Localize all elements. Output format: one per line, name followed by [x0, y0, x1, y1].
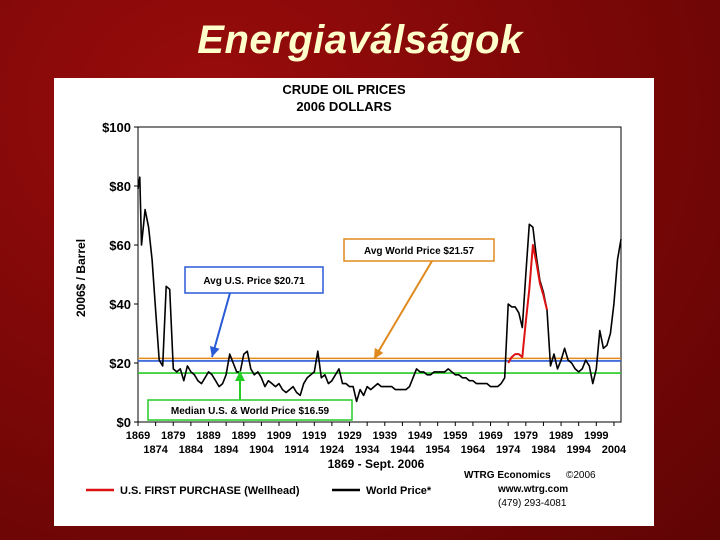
x-tick-label: 1994 — [566, 444, 591, 456]
x-tick-label: 1929 — [337, 430, 361, 442]
x-tick-label: 1884 — [179, 444, 204, 456]
x-tick-label: 1904 — [249, 444, 274, 456]
chart-title: CRUDE OIL PRICES — [282, 82, 406, 97]
x-tick-label: 1919 — [302, 430, 326, 442]
source-copyright: ©2006 — [566, 470, 596, 481]
source-name: WTRG Economics — [464, 470, 551, 481]
chart-subtitle: 2006 DOLLARS — [296, 99, 392, 114]
x-tick-label: 1959 — [443, 430, 467, 442]
x-tick-label: 1984 — [531, 444, 556, 456]
legend-label: World Price* — [366, 485, 432, 497]
y-tick-label: $80 — [109, 179, 131, 194]
y-tick-label: $20 — [109, 356, 131, 371]
y-tick-label: $60 — [109, 238, 131, 253]
y-tick-label: $40 — [109, 297, 131, 312]
annotation-label: Avg World Price $21.57 — [364, 246, 474, 257]
annotation-box — [184, 266, 324, 294]
plot-area: $0 $20 $40 $60 $80 $100 1869 1879 1889 1899 1909 19… — [102, 120, 627, 456]
x-tick-label: 1879 — [161, 430, 185, 442]
y-tick-label: $100 — [102, 120, 131, 135]
annotation-arrow-line — [211, 292, 231, 358]
x-tick-label: 1939 — [373, 430, 397, 442]
oil-price-chart: CRUDE OIL PRICES 2006 DOLLARS 2006$ / Ba… — [74, 82, 627, 509]
x-tick-label: 1979 — [514, 430, 538, 442]
annotation-arrow-head — [374, 347, 384, 359]
x-tick-label: 1924 — [320, 444, 345, 456]
x-tick-label: 1969 — [478, 430, 502, 442]
x-tick-label: 1954 — [425, 444, 450, 456]
x-tick-label: 1914 — [284, 444, 309, 456]
x-tick-label: 1894 — [214, 444, 239, 456]
annotation-label: Avg U.S. Price $20.71 — [203, 276, 305, 287]
source-website: www.wtrg.com — [497, 484, 568, 495]
x-axis-label: 1869 - Sept. 2006 — [328, 457, 425, 471]
x-tick-label: 1869 — [126, 430, 150, 442]
x-tick-label: 1934 — [355, 444, 380, 456]
x-tick-label: 2004 — [602, 444, 627, 456]
annotation-label: Median U.S. & World Price $16.59 — [171, 406, 330, 417]
annotation-arrow-head — [209, 346, 220, 357]
chart-frame: CRUDE OIL PRICES 2006 DOLLARS 2006$ / Ba… — [54, 78, 654, 526]
y-tick-label: $0 — [117, 415, 131, 430]
slide-title: Energiaválságok — [197, 18, 523, 62]
annotation-arrow-line — [373, 260, 433, 360]
x-tick-label: 1909 — [267, 430, 291, 442]
annotation-box — [147, 399, 353, 421]
x-tick-label: 1949 — [408, 430, 432, 442]
source-phone: (479) 293-4081 — [498, 498, 567, 509]
x-tick-label: 1874 — [143, 444, 168, 456]
x-tick-label: 1964 — [461, 444, 486, 456]
annotation-arrow-head — [235, 371, 245, 381]
x-tick-label: 1974 — [496, 444, 521, 456]
x-tick-label: 1989 — [549, 430, 573, 442]
annotation-box — [343, 238, 495, 262]
x-tick-label: 1944 — [390, 444, 415, 456]
plot-border — [137, 126, 622, 423]
x-tick-label: 1999 — [584, 430, 608, 442]
x-tick-label: 1899 — [232, 430, 256, 442]
x-tick-label: 1889 — [196, 430, 220, 442]
y-axis-label: 2006$ / Barrel — [74, 239, 88, 317]
legend-label: U.S. FIRST PURCHASE (Wellhead) — [120, 485, 300, 497]
series-line — [507, 244, 548, 364]
annotation-layer: Avg World Price $21.57 Avg U.S. Price $20… — [86, 238, 495, 497]
